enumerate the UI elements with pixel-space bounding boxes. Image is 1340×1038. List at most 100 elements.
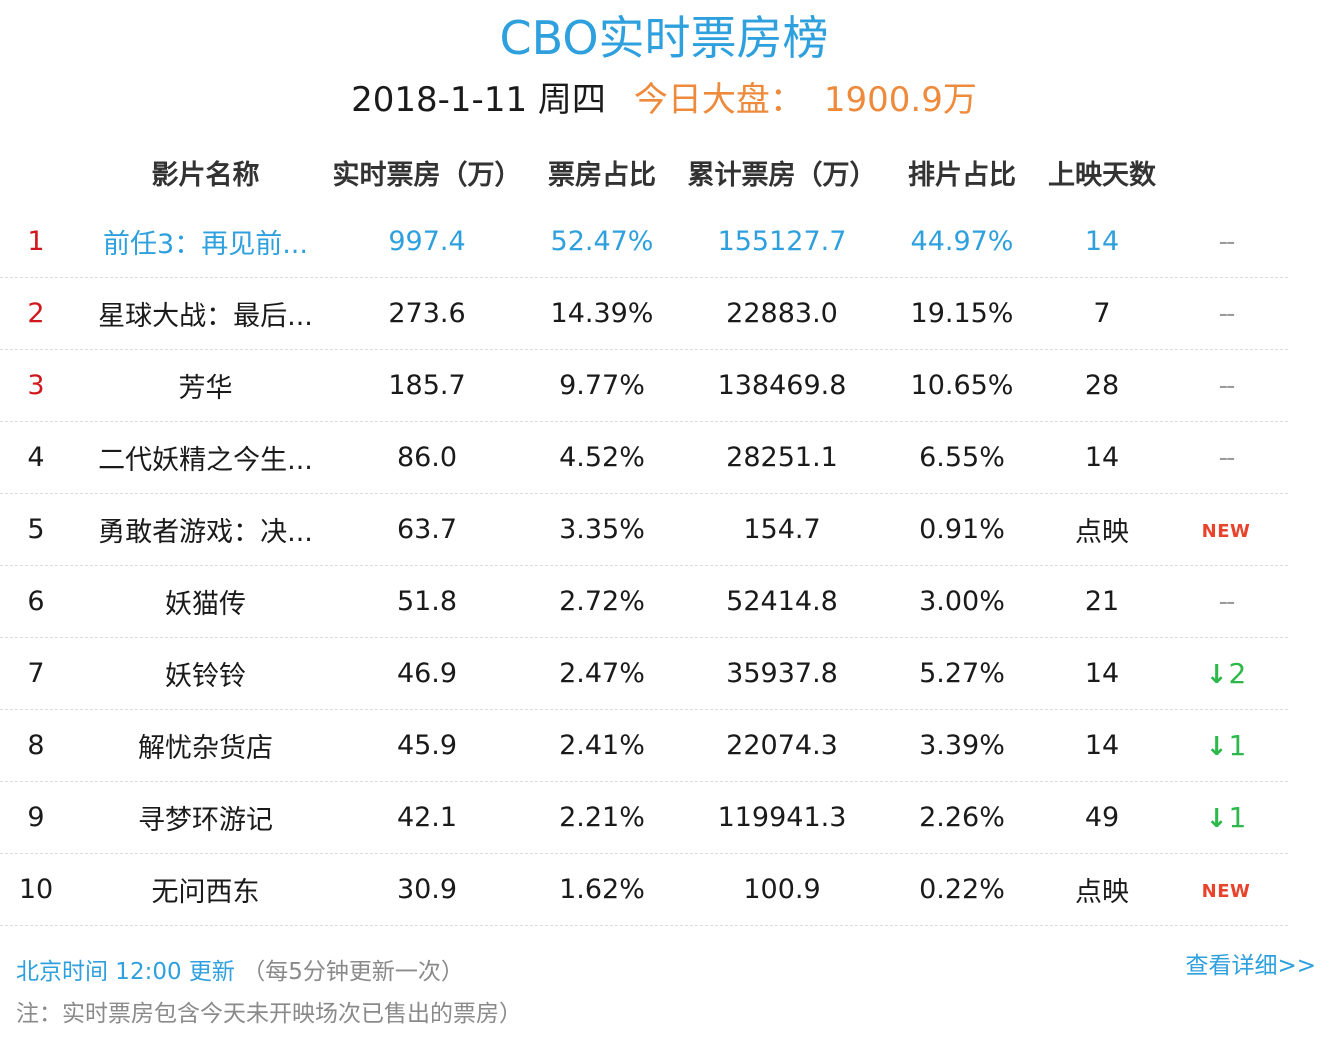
screening-share: 19.15%: [910, 298, 1014, 329]
table-header: 影片名称 实时票房（万） 票房占比 累计票房（万） 排片占比 上映天数: [0, 138, 1288, 206]
table-row[interactable]: 5 勇敢者游戏：决... 63.7 3.35% 154.7 0.91% 点映 NEW: [0, 494, 1288, 566]
days-in-release: 14: [1084, 226, 1120, 257]
rank-cell: 7: [27, 658, 45, 689]
film-name[interactable]: 妖猫传: [165, 589, 246, 620]
table-row[interactable]: 1 前任3：再见前... 997.4 52.47% 155127.7 44.97% 14 --: [0, 206, 1288, 278]
table-row[interactable]: 10 无问西东 30.9 1.62% 100.9 0.22% 点映 NEW: [0, 854, 1288, 926]
realtime-box-office: 185.7: [388, 370, 466, 401]
update-time: 北京时间 12:00 更新: [16, 959, 235, 985]
screening-share: 3.39%: [919, 730, 1005, 761]
realtime-box-office: 63.7: [396, 514, 458, 545]
rank-cell: 10: [18, 874, 54, 905]
realtime-box-office: 273.6: [388, 298, 466, 329]
box-office-share: 1.62%: [559, 874, 645, 905]
rank-trend: --: [1175, 206, 1277, 277]
no-change-indicator: --: [1218, 586, 1236, 617]
box-office-share: 3.35%: [559, 514, 645, 545]
table-row[interactable]: 7 妖铃铃 46.9 2.47% 35937.8 5.27% 14 ↓2: [0, 638, 1288, 710]
rank-cell: 2: [27, 298, 45, 329]
header-total: 累计票房（万）: [687, 159, 877, 191]
realtime-box-office: 86.0: [396, 442, 458, 473]
days-in-release: 14: [1084, 658, 1120, 689]
rank-down-indicator: ↓1: [1206, 801, 1247, 834]
screening-share: 44.97%: [910, 226, 1014, 257]
film-name[interactable]: 星球大战：最后...: [98, 301, 313, 332]
rank-change-value: 1: [1228, 729, 1247, 762]
screening-share: 10.65%: [910, 370, 1014, 401]
box-office-share: 2.41%: [559, 730, 645, 761]
new-badge: NEW: [1201, 521, 1251, 542]
update-info: 北京时间 12:00 更新 （每5分钟更新一次）: [16, 952, 464, 992]
rank-trend: NEW: [1175, 494, 1277, 565]
rank-trend: --: [1175, 350, 1277, 421]
film-name[interactable]: 勇敢者游戏：决...: [98, 517, 313, 548]
film-name[interactable]: 寻梦环游记: [138, 805, 273, 836]
rank-trend: ↓2: [1175, 638, 1277, 709]
rank-down-indicator: ↓1: [1206, 729, 1247, 762]
cumulative-box-office: 100.9: [743, 874, 821, 905]
cumulative-box-office: 119941.3: [717, 802, 847, 833]
table-row[interactable]: 6 妖猫传 51.8 2.72% 52414.8 3.00% 21 --: [0, 566, 1288, 638]
film-name[interactable]: 解忧杂货店: [138, 733, 273, 764]
box-office-share: 2.72%: [559, 586, 645, 617]
realtime-box-office: 46.9: [396, 658, 458, 689]
rank-change-value: 2: [1228, 657, 1247, 690]
rank-cell: 9: [27, 802, 45, 833]
no-change-indicator: --: [1218, 226, 1236, 257]
cumulative-box-office: 52414.8: [726, 586, 838, 617]
realtime-box-office: 30.9: [396, 874, 458, 905]
rank-cell: 3: [27, 370, 45, 401]
cumulative-box-office: 22883.0: [726, 298, 838, 329]
rank-cell: 6: [27, 586, 45, 617]
footnote: 注：实时票房包含今天未开映场次已售出的票房）: [16, 1001, 522, 1027]
days-in-release: 21: [1084, 586, 1120, 617]
new-badge: NEW: [1201, 881, 1251, 902]
days-in-release: 49: [1084, 802, 1120, 833]
table-row[interactable]: 3 芳华 185.7 9.77% 138469.8 10.65% 28 --: [0, 350, 1288, 422]
update-frequency: （每5分钟更新一次）: [242, 959, 464, 985]
days-in-release: 14: [1084, 442, 1120, 473]
rank-trend: ↓1: [1175, 710, 1277, 781]
cumulative-box-office: 35937.8: [726, 658, 838, 689]
realtime-box-office: 997.4: [388, 226, 466, 257]
film-name[interactable]: 芳华: [178, 373, 233, 404]
arrow-down-icon: ↓: [1205, 660, 1228, 690]
cumulative-box-office: 28251.1: [726, 442, 838, 473]
film-name[interactable]: 妖铃铃: [165, 661, 246, 692]
cumulative-box-office: 155127.7: [717, 226, 847, 257]
film-name[interactable]: 二代妖精之今生...: [98, 445, 313, 476]
rank-trend: --: [1175, 278, 1277, 349]
screening-share: 0.22%: [919, 874, 1005, 905]
table-row[interactable]: 2 星球大战：最后... 273.6 14.39% 22883.0 19.15% 7 --: [0, 278, 1288, 350]
table-row[interactable]: 4 二代妖精之今生... 86.0 4.52% 28251.1 6.55% 14 --: [0, 422, 1288, 494]
view-details-link[interactable]: 查看详细>>: [1185, 953, 1316, 979]
screening-share: 5.27%: [919, 658, 1005, 689]
box-office-share: 14.39%: [550, 298, 654, 329]
table-body: 1 前任3：再见前... 997.4 52.47% 155127.7 44.97% 14 --…: [0, 206, 1288, 926]
realtime-box-office: 45.9: [396, 730, 458, 761]
rank-trend: NEW: [1175, 854, 1277, 925]
box-office-share: 9.77%: [559, 370, 645, 401]
days-in-release: 28: [1084, 370, 1120, 401]
box-office-share: 4.52%: [559, 442, 645, 473]
realtime-box-office: 51.8: [396, 586, 458, 617]
date-market-line: 2018-1-11 周四 今日大盘： 1900.9万: [0, 72, 1328, 128]
market-label: 今日大盘：: [633, 80, 804, 120]
header-name: 影片名称: [151, 159, 260, 191]
rank-cell: 5: [27, 514, 45, 545]
arrow-down-icon: ↓: [1205, 804, 1228, 834]
rank-down-indicator: ↓2: [1206, 657, 1247, 690]
cumulative-box-office: 22074.3: [726, 730, 838, 761]
box-office-share: 2.21%: [559, 802, 645, 833]
no-change-indicator: --: [1218, 298, 1236, 329]
screening-share: 6.55%: [919, 442, 1005, 473]
film-name[interactable]: 无问西东: [151, 877, 260, 908]
table-row[interactable]: 8 解忧杂货店 45.9 2.41% 22074.3 3.39% 14 ↓1: [0, 710, 1288, 782]
no-change-indicator: --: [1218, 442, 1236, 473]
rank-cell: 1: [27, 226, 45, 257]
header-days: 上映天数: [1048, 159, 1156, 191]
days-in-release: 14: [1084, 730, 1120, 761]
film-name[interactable]: 前任3：再见前...: [103, 229, 308, 260]
table-row[interactable]: 9 寻梦环游记 42.1 2.21% 119941.3 2.26% 49 ↓1: [0, 782, 1288, 854]
days-in-release: 点映: [1075, 877, 1129, 908]
